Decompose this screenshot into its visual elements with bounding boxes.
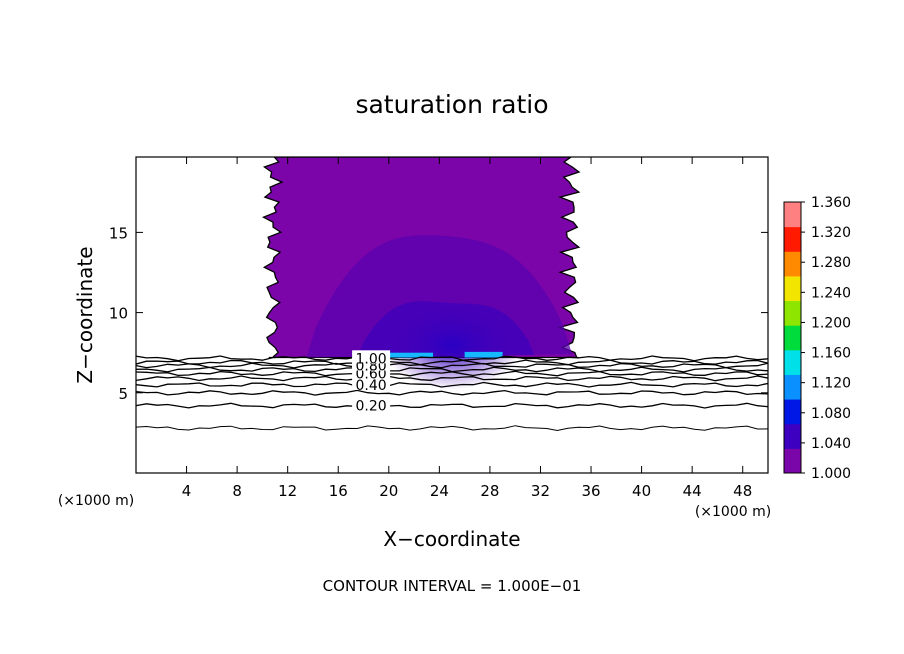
- contour-line: [136, 366, 768, 373]
- contour-line: [136, 375, 768, 382]
- colorbar-tick-label: 1.160: [811, 346, 851, 362]
- contour-label-bg: [352, 350, 391, 364]
- colorbar-tick-label: 1.280: [811, 255, 851, 271]
- colorbar-segment: [784, 226, 801, 252]
- chart-title: saturation ratio: [355, 90, 548, 119]
- colorbar-segment: [784, 399, 801, 425]
- contour-label: 1.00: [356, 351, 387, 367]
- colorbar-tick-label: 1.200: [811, 315, 851, 331]
- colorbar-segment: [784, 251, 801, 277]
- contour-label: 0.20: [356, 399, 387, 415]
- y-tick-label: 15: [109, 224, 128, 242]
- colorbar-segment: [784, 448, 801, 474]
- x-tick-label: 32: [531, 482, 550, 500]
- colorbar-segment: [784, 325, 801, 351]
- x-tick-label: 48: [733, 482, 752, 500]
- x-tick-label: 28: [480, 482, 499, 500]
- colorbar-tick-label: 1.080: [811, 406, 851, 422]
- x-tick-label: 20: [379, 482, 398, 500]
- x-tick-label: 24: [430, 482, 449, 500]
- x-tick-label: 8: [232, 482, 242, 500]
- contour-line: [136, 389, 768, 396]
- colorbar-tick-label: 1.240: [811, 285, 851, 301]
- colorbar-segment: [784, 300, 801, 326]
- high-saturation-patch: [464, 351, 503, 358]
- x-tick-label: 36: [581, 482, 600, 500]
- colorbar-tick-label: 1.120: [811, 376, 851, 392]
- x-tick-label: 12: [278, 482, 297, 500]
- x-axis-label: X−coordinate: [383, 527, 520, 551]
- contour-line: [136, 381, 768, 388]
- high-saturation-patch: [388, 352, 434, 358]
- x-axis: 4 8 12 16 20 24 28 32 36 40 44 48: [182, 157, 752, 500]
- y-unit-label: (×1000 m): [58, 493, 134, 509]
- contour-line: [136, 355, 768, 362]
- y-tick-label: 10: [109, 305, 128, 323]
- x-tick-label: 40: [632, 482, 651, 500]
- colorbar-segment: [784, 349, 801, 375]
- colorbar-tick-label: 1.360: [811, 195, 851, 211]
- x-tick-label: 4: [182, 482, 192, 500]
- y-tick-label: 5: [118, 385, 128, 403]
- contour-line: [136, 425, 768, 432]
- contour-label: 0.40: [356, 378, 387, 394]
- colorbar: 1.000 1.040 1.080 1.120 1.160 1.200 1.240 1.280…: [783, 195, 851, 482]
- colorbar-segment: [784, 275, 801, 302]
- plot-frame: [135, 156, 769, 474]
- contour-lines: 0.200.400.600.801.00: [136, 350, 768, 432]
- contour-interval-note: CONTOUR INTERVAL = 1.000E−01: [323, 577, 582, 595]
- x-unit-label: (×1000 m): [695, 504, 771, 520]
- plot-area: 0.200.400.600.801.00: [136, 157, 768, 432]
- contour-label-bg: [352, 376, 391, 390]
- contour-label-bg: [352, 397, 391, 411]
- x-tick-label: 16: [329, 482, 348, 500]
- colorbar-segment: [784, 423, 801, 449]
- saturation-core: [382, 299, 522, 390]
- contour-line: [136, 402, 768, 409]
- colorbar-frame: [783, 201, 802, 474]
- contour-line: [136, 362, 768, 369]
- x-tick-label: 44: [683, 482, 702, 500]
- colorbar-tick-label: 1.000: [811, 466, 851, 482]
- colorbar-tick-label: 1.320: [811, 225, 851, 241]
- colorbar-segment: [784, 202, 801, 228]
- contour-line: [136, 359, 768, 366]
- contour-label: 0.60: [356, 367, 387, 383]
- colorbar-tick-label: 1.040: [811, 436, 851, 452]
- y-axis: 5 10 15: [109, 224, 768, 403]
- colorbar-segment: [784, 374, 801, 400]
- y-axis-label: Z−coordinate: [73, 246, 97, 383]
